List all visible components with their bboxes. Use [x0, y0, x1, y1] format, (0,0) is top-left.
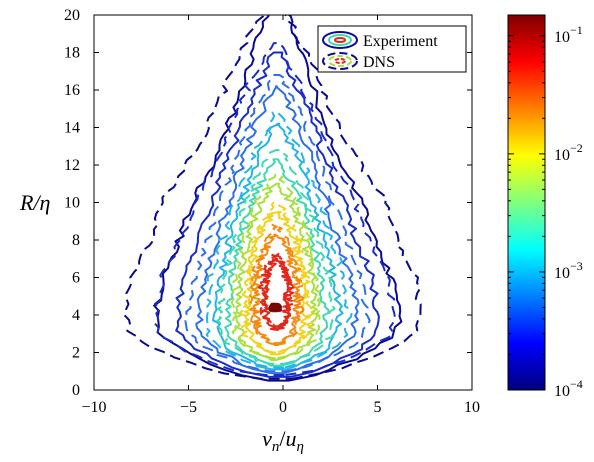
- contour-experiment-level-8: [261, 257, 293, 331]
- x-label-u: u: [285, 426, 296, 451]
- x-tick-label: −5: [180, 399, 197, 416]
- contour-experiment-level-9: [268, 302, 283, 313]
- contour-dns-level-0: [123, 15, 422, 380]
- contour-dns-level-3: [204, 111, 353, 369]
- y-tick-label: 8: [72, 232, 80, 249]
- colorbar-tick-label: 10−1: [554, 23, 583, 46]
- y-tick-label: 12: [64, 157, 80, 174]
- x-tick-label: 5: [374, 399, 382, 416]
- y-tick-label: 20: [64, 7, 80, 24]
- legend-label-experiment: Experiment: [363, 33, 438, 50]
- contour-experiment-level-2: [195, 85, 360, 375]
- contour-experiment-level-5: [235, 182, 319, 361]
- contour-dns-level-4: [216, 149, 336, 365]
- contour-experiment-level-4: [224, 158, 330, 367]
- legend-swatch-dns: [322, 52, 358, 70]
- x-tick-label: 10: [464, 399, 480, 416]
- contour-experiment-level-1: [175, 51, 380, 378]
- x-label-sub-n: n: [272, 439, 280, 455]
- colorbar-ticks: 10−4 10−3 10−2 10−1: [508, 23, 583, 400]
- contour-dns-level-7: [249, 224, 305, 345]
- x-tick-label: −10: [81, 399, 106, 416]
- legend-box: [317, 25, 467, 73]
- contour-lines: [123, 15, 422, 382]
- y-tick-label: 0: [72, 382, 80, 399]
- y-axis-ticks: 0 2 4 6 8 10 12 14 16 18 20: [64, 7, 472, 399]
- legend: Experiment DNS: [317, 25, 467, 73]
- y-tick-label: 16: [64, 82, 80, 99]
- contour-dns-level-5: [230, 173, 322, 360]
- colorbar-tick-label: 10−2: [554, 141, 583, 164]
- y-tick-label: 4: [72, 307, 80, 324]
- y-tick-label: 18: [64, 45, 80, 62]
- contour-dns-level-8: [257, 252, 295, 328]
- x-label-sub-eta: η: [296, 439, 303, 455]
- colorbar-tick-label: 10−4: [554, 377, 583, 400]
- x-label-v: v: [262, 426, 272, 451]
- colorbar: [507, 14, 546, 391]
- y-tick-label: 10: [64, 195, 80, 212]
- contour-experiment-level-3: [212, 122, 344, 371]
- contour-dns-level-6: [239, 201, 315, 354]
- y-tick-label: 2: [72, 345, 80, 362]
- x-label-slash: /: [279, 426, 286, 451]
- legend-label-dns: DNS: [363, 54, 395, 71]
- contour-dns-level-1: [153, 42, 396, 376]
- y-axis-label: R/η: [19, 190, 50, 215]
- y-tick-label: 6: [72, 270, 80, 287]
- x-axis-label: vn/uη: [262, 426, 304, 455]
- legend-swatch-experiment: [322, 31, 358, 49]
- contour-dns-level-2: [184, 74, 371, 373]
- y-tick-label: 14: [64, 120, 80, 137]
- contour-experiment-level-7: [251, 233, 302, 346]
- x-axis-ticks: −10 −5 0 5 10: [81, 15, 480, 416]
- x-tick-label: 0: [279, 399, 287, 416]
- colorbar-tick-label: 10−3: [554, 259, 583, 282]
